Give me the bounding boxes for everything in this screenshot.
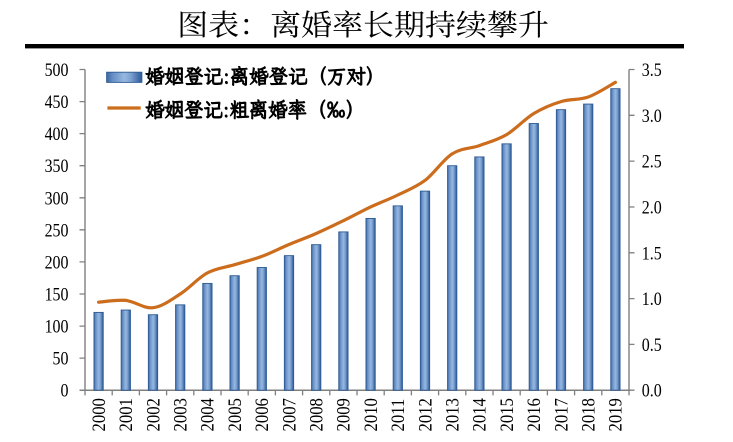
svg-text:3.5: 3.5 [642,59,662,81]
svg-text:100: 100 [45,315,69,337]
svg-text:150: 150 [45,283,69,305]
svg-text:2002: 2002 [142,398,163,431]
svg-text:2011: 2011 [387,399,408,432]
svg-text:50: 50 [53,347,69,369]
svg-text:2019: 2019 [605,398,626,431]
svg-text:2003: 2003 [170,398,191,431]
svg-text:2018: 2018 [578,398,599,431]
svg-text:2013: 2013 [442,398,463,431]
svg-text:0: 0 [61,379,69,401]
svg-text:200: 200 [45,251,69,273]
svg-text:2012: 2012 [414,398,435,431]
svg-text:2001: 2001 [115,398,136,431]
svg-text:300: 300 [45,187,69,209]
svg-text:3.0: 3.0 [642,104,662,126]
svg-text:2.0: 2.0 [642,196,662,218]
svg-text:2005: 2005 [224,398,245,431]
svg-text:1.0: 1.0 [642,288,662,310]
svg-text:1.5: 1.5 [642,242,662,264]
svg-text:2016: 2016 [523,398,544,431]
svg-text:450: 450 [45,91,69,113]
svg-text:400: 400 [45,123,69,145]
svg-text:2009: 2009 [333,398,354,431]
svg-text:500: 500 [45,59,69,81]
svg-text:2010: 2010 [360,398,381,431]
svg-text:0.0: 0.0 [642,379,662,401]
svg-text:2007: 2007 [278,398,299,431]
svg-text:2000: 2000 [88,398,109,431]
svg-text:250: 250 [45,219,69,241]
svg-text:2015: 2015 [496,398,517,431]
svg-text:350: 350 [45,155,69,177]
svg-text:2014: 2014 [469,398,490,431]
svg-text:2.5: 2.5 [642,150,662,172]
svg-text:2004: 2004 [197,398,218,431]
svg-text:0.5: 0.5 [642,334,662,356]
svg-text:2008: 2008 [306,398,327,431]
svg-text:2006: 2006 [251,398,272,431]
svg-text:2017: 2017 [550,398,571,431]
